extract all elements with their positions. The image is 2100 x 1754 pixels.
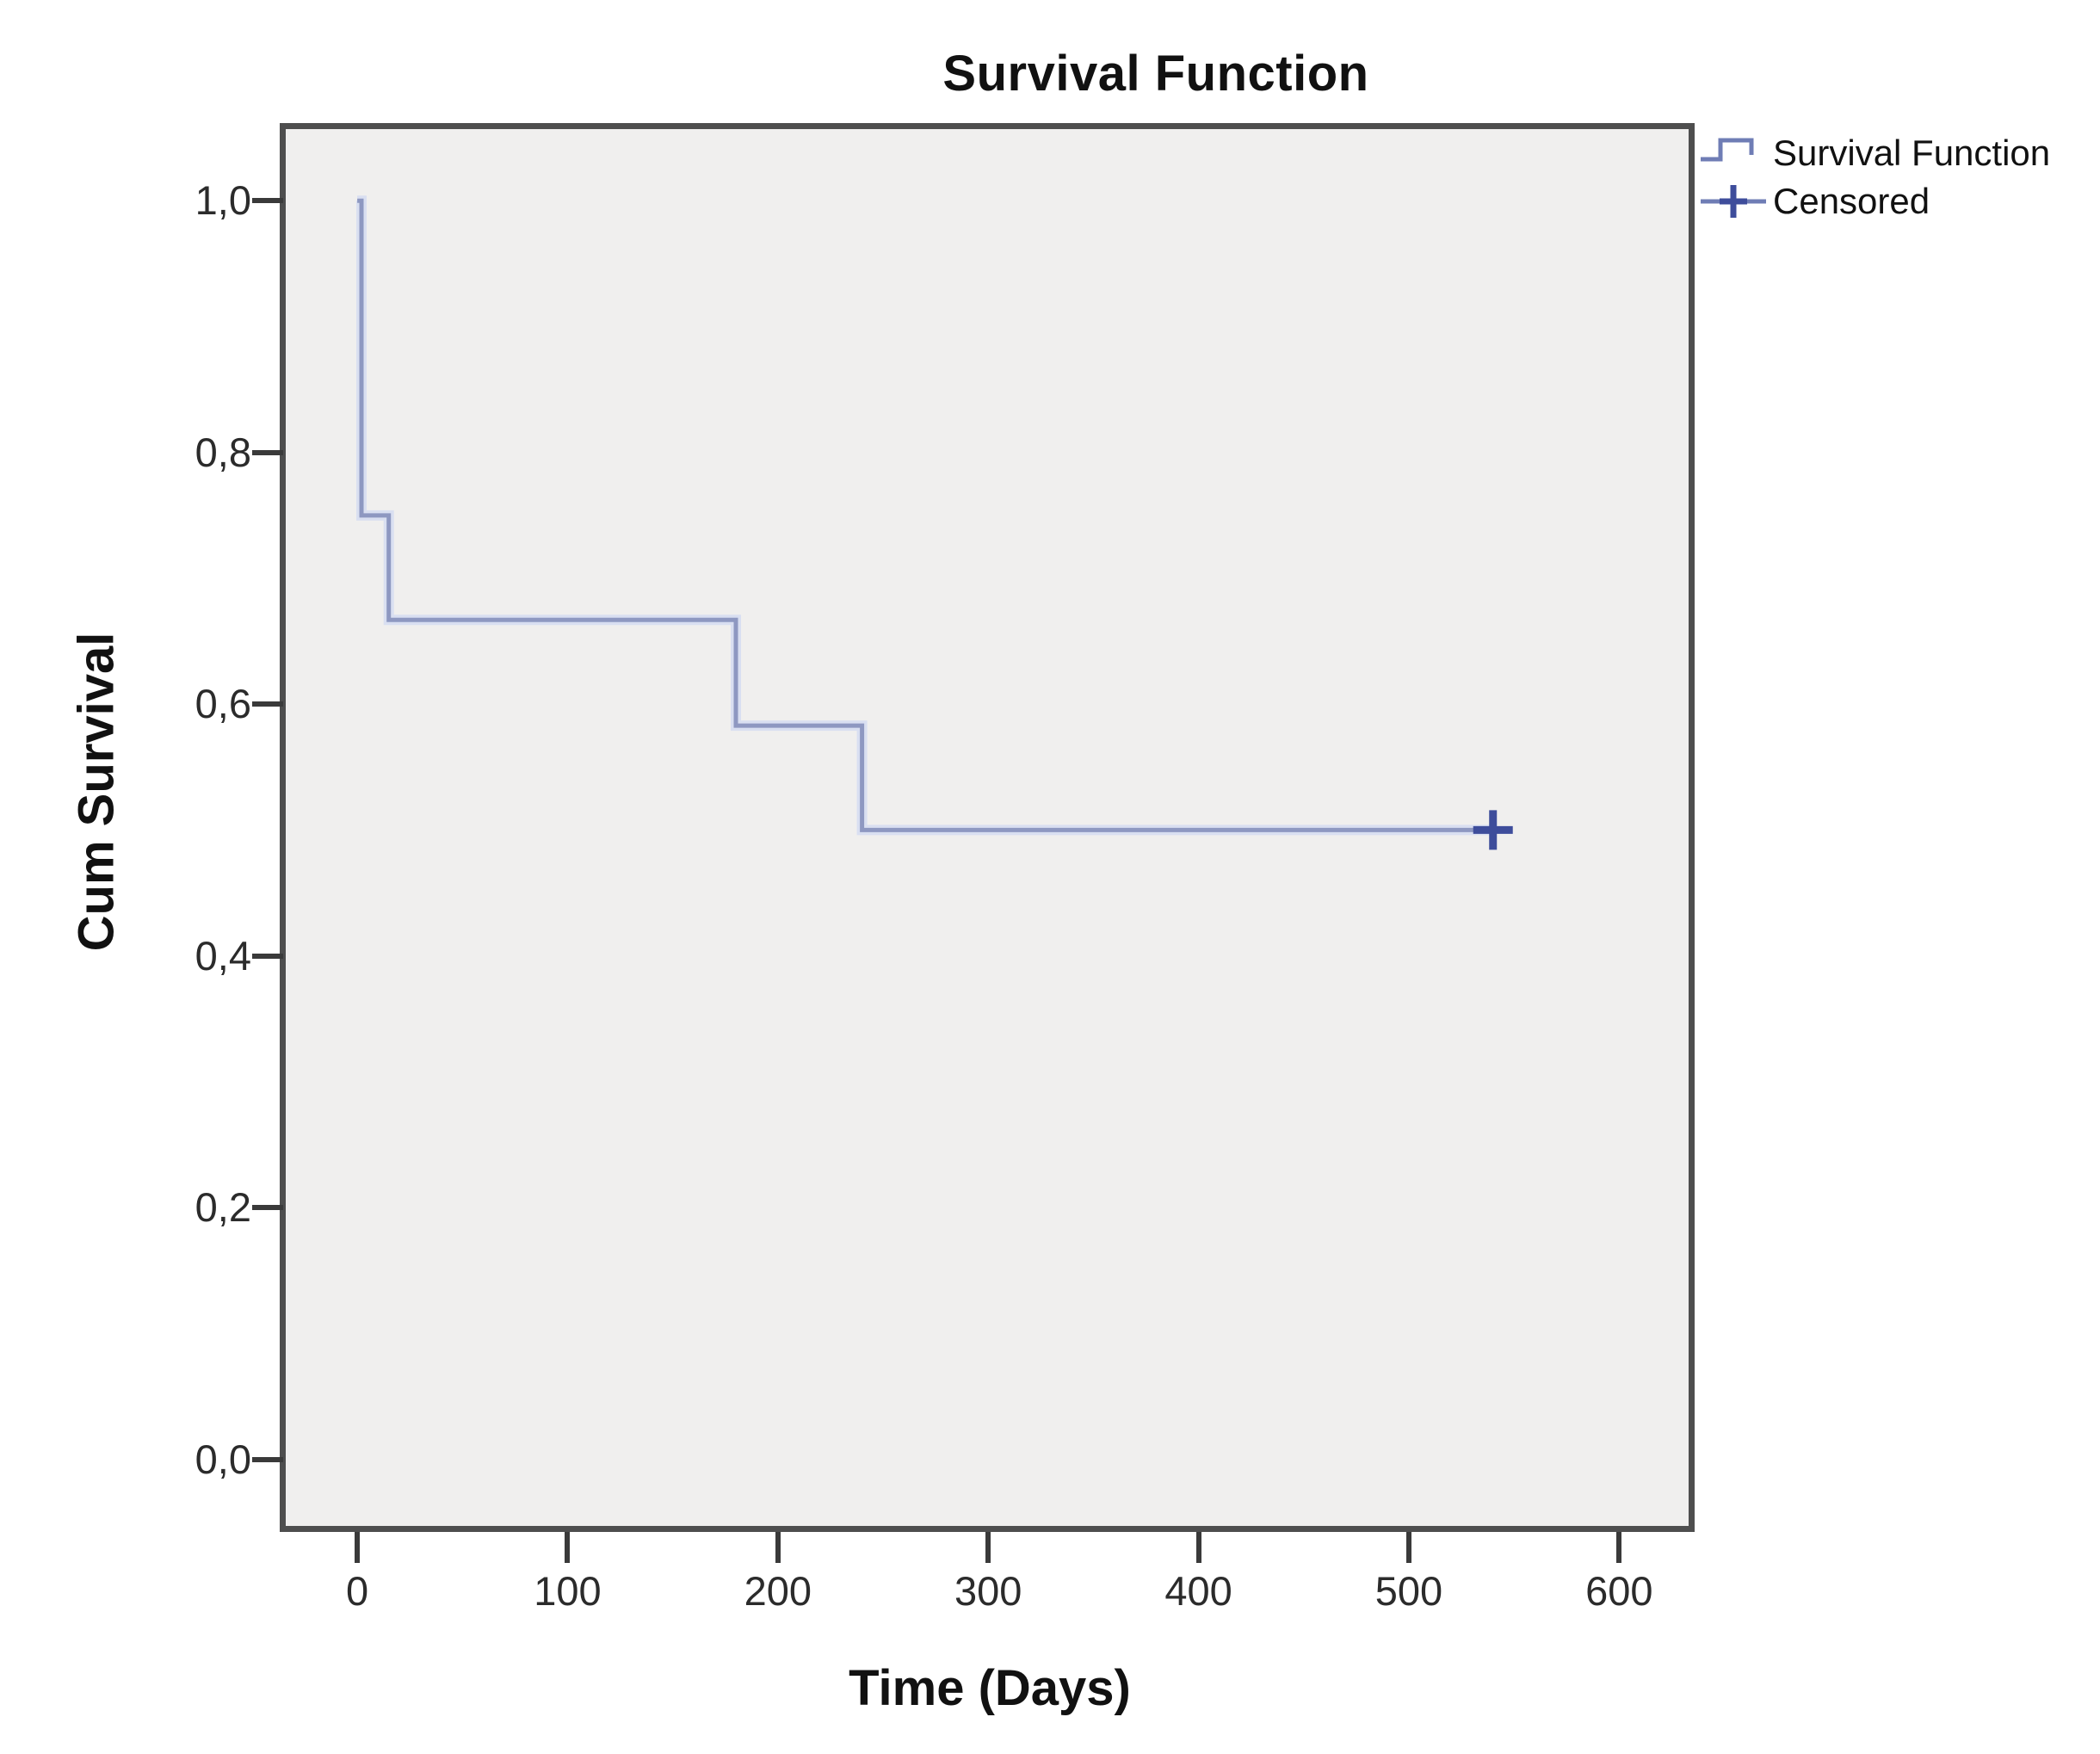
x-axis-title: Time (Days) xyxy=(849,1660,1131,1716)
y-tick-mark xyxy=(252,1456,283,1462)
x-tick-mark xyxy=(1195,1532,1201,1563)
legend: Survival Function Censored xyxy=(1701,129,2097,225)
y-tick-label: 0,8 xyxy=(195,429,251,475)
x-tick-label: 300 xyxy=(954,1568,1022,1614)
y-tick-label: 0,4 xyxy=(195,932,251,979)
y-tick-mark xyxy=(252,449,283,455)
chart-title: Survival Function xyxy=(942,46,1369,102)
legend-label: Censored xyxy=(1773,181,1930,221)
x-tick-mark xyxy=(1405,1532,1411,1563)
survival-curve xyxy=(357,198,1493,832)
y-tick-label: 0,0 xyxy=(195,1436,251,1482)
x-tick-mark xyxy=(565,1532,571,1563)
plus-marker-icon xyxy=(1701,185,1766,218)
x-tick-label: 0 xyxy=(346,1568,369,1614)
y-tick-label: 0,6 xyxy=(195,681,251,727)
x-tick-label: 500 xyxy=(1374,1568,1443,1614)
x-tick-mark xyxy=(775,1532,781,1563)
legend-item-survival-function: Survival Function xyxy=(1701,129,2097,177)
step-line-icon xyxy=(1701,138,1754,162)
x-tick-mark xyxy=(1616,1532,1622,1563)
x-tick-label: 600 xyxy=(1585,1568,1653,1614)
y-tick-mark xyxy=(252,1205,283,1211)
x-tick-label: 100 xyxy=(534,1568,602,1614)
km-curve-canvas xyxy=(356,195,1513,850)
plot-area xyxy=(280,123,1695,1532)
y-tick-label: 1,0 xyxy=(195,177,251,224)
legend-label: Survival Function xyxy=(1773,133,2051,173)
legend-item-censored: Censored xyxy=(1701,177,2097,225)
x-tick-label: 200 xyxy=(744,1568,812,1614)
y-tick-label: 0,2 xyxy=(195,1184,251,1231)
y-tick-mark xyxy=(252,953,283,959)
survival-curve-halo xyxy=(356,195,1493,836)
y-tick-mark xyxy=(252,198,283,204)
x-tick-mark xyxy=(985,1532,991,1563)
y-tick-mark xyxy=(252,701,283,707)
x-tick-label: 400 xyxy=(1164,1568,1232,1614)
x-tick-mark xyxy=(355,1532,361,1563)
